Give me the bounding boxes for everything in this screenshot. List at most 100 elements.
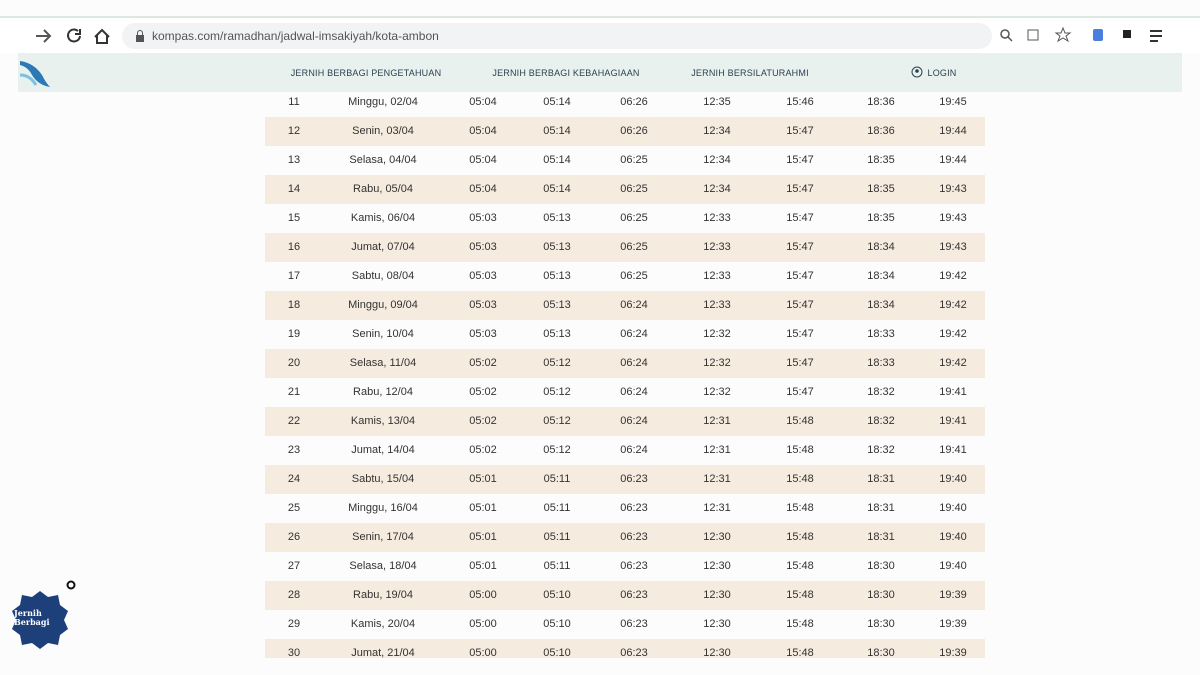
ashar: 15:47: [786, 328, 814, 340]
toolbar-icons[interactable]: [995, 18, 1195, 54]
terbit: 06:25: [620, 270, 648, 282]
dzuhur: 12:30: [703, 647, 731, 658]
table-row: 30 Jumat, 21/04 05:00 05:10 06:23 12:30 15:48 1…: [265, 639, 985, 658]
imsak: 05:03: [469, 270, 497, 282]
day-number: 20: [287, 357, 301, 369]
ashar: 15:47: [786, 154, 814, 166]
subuh: 05:11: [543, 473, 571, 485]
date: Selasa, 18/04: [349, 560, 417, 572]
maghrib: 18:31: [867, 473, 895, 485]
date: Minggu, 02/04: [348, 96, 418, 108]
imsak: 05:04: [469, 125, 497, 137]
maghrib: 18:34: [867, 299, 895, 311]
terbit: 06:26: [620, 125, 648, 137]
imsak: 05:03: [469, 299, 497, 311]
date: Sabtu, 15/04: [351, 473, 415, 485]
subuh: 05:12: [543, 415, 571, 427]
ashar: 15:46: [786, 96, 814, 108]
site-logo[interactable]: [18, 53, 52, 92]
terbit: 06:25: [620, 154, 648, 166]
dzuhur: 12:31: [703, 415, 731, 427]
date: Jumat, 14/04: [351, 444, 415, 456]
imsak: 05:04: [469, 154, 497, 166]
badge[interactable]: [10, 585, 72, 653]
day-number: 14: [287, 183, 301, 195]
maghrib: 18:36: [867, 125, 895, 137]
maghrib: 18:34: [867, 270, 895, 282]
table-row: 26 Senin, 17/04 05:01 05:11 06:23 12:30 15:48 1…: [265, 523, 985, 552]
isya: 19:39: [939, 589, 967, 601]
subuh: 05:10: [543, 647, 571, 658]
close-badge[interactable]: [65, 579, 77, 591]
ashar: 15:47: [786, 241, 814, 253]
imsak: 05:01: [469, 531, 497, 543]
subuh: 05:11: [543, 560, 571, 572]
dzuhur: 12:31: [703, 473, 731, 485]
day-number: 29: [287, 618, 301, 630]
login-link[interactable]: LOGIN: [927, 68, 957, 78]
date: Minggu, 09/04: [348, 299, 418, 311]
subuh: 05:13: [543, 328, 571, 340]
dzuhur: 12:34: [703, 183, 731, 195]
badge-text: Jernih Berbagi: [14, 608, 50, 627]
maghrib: 18:33: [867, 357, 895, 369]
isya: 19:42: [939, 328, 967, 340]
isya: 19:40: [939, 560, 967, 572]
table-row: 15 Kamis, 06/04 05:03 05:13 06:25 12:33 15:47 1…: [265, 204, 985, 233]
address-bar[interactable]: kompas.com/ramadhan/jadwal-imsakiyah/kot…: [122, 23, 992, 49]
day-number: 15: [287, 212, 301, 224]
date: Senin, 10/04: [352, 328, 414, 340]
imsak: 05:04: [469, 96, 497, 108]
table-row: 12 Senin, 03/04 05:04 05:14 06:26 12:34 15:47 1…: [265, 117, 985, 146]
ashar: 15:47: [786, 125, 814, 137]
ashar: 15:47: [786, 183, 814, 195]
nav-item[interactable]: JERNIH BERSILATURAHMI: [691, 68, 809, 78]
day-number: 23: [287, 444, 301, 456]
subuh: 05:14: [543, 96, 571, 108]
isya: 19:42: [939, 270, 967, 282]
table-row: 22 Kamis, 13/04 05:02 05:12 06:24 12:31 15:48 1…: [265, 407, 985, 436]
imsak: 05:03: [469, 212, 497, 224]
dzuhur: 12:32: [703, 328, 731, 340]
table-row: 13 Selasa, 04/04 05:04 05:14 06:25 12:34 15:47…: [265, 146, 985, 175]
maghrib: 18:30: [867, 560, 895, 572]
maghrib: 18:31: [867, 531, 895, 543]
imsak: 05:03: [469, 328, 497, 340]
maghrib: 18:30: [867, 647, 895, 658]
maghrib: 18:35: [867, 154, 895, 166]
imsak: 05:01: [469, 473, 497, 485]
dzuhur: 12:35: [703, 96, 731, 108]
table-row: 18 Minggu, 09/04 05:03 05:13 06:24 12:33 15:47…: [265, 291, 985, 320]
day-number: 30: [287, 647, 301, 658]
table-row: 19 Senin, 10/04 05:03 05:13 06:24 12:32 15:47 1…: [265, 320, 985, 349]
day-number: 16: [287, 241, 301, 253]
imsak: 05:00: [469, 589, 497, 601]
table-row: 23 Jumat, 14/04 05:02 05:12 06:24 12:31 15:48 1…: [265, 436, 985, 465]
terbit: 06:24: [620, 357, 648, 369]
day-number: 24: [287, 473, 301, 485]
subuh: 05:11: [543, 531, 571, 543]
maghrib: 18:36: [867, 96, 895, 108]
imsak: 05:04: [469, 183, 497, 195]
isya: 19:40: [939, 473, 967, 485]
imsak: 05:00: [469, 618, 497, 630]
day-number: 28: [287, 589, 301, 601]
day-number: 12: [287, 125, 301, 137]
imsak: 05:02: [469, 415, 497, 427]
nav-buttons[interactable]: [0, 18, 120, 54]
dzuhur: 12:31: [703, 502, 731, 514]
imsak: 05:02: [469, 357, 497, 369]
isya: 19:39: [939, 647, 967, 658]
imsak: 05:03: [469, 241, 497, 253]
terbit: 06:25: [620, 241, 648, 253]
nav-item[interactable]: JERNIH BERBAGI KEBAHAGIAAN: [492, 68, 640, 78]
date: Jumat, 07/04: [351, 241, 415, 253]
subuh: 05:13: [543, 270, 571, 282]
isya: 19:44: [939, 154, 967, 166]
table-row: 11 Minggu, 02/04 05:04 05:14 06:26 12:35 15:46…: [265, 88, 985, 117]
nav-item[interactable]: JERNIH BERBAGI PENGETAHUAN: [290, 68, 442, 78]
date: Jumat, 21/04: [351, 647, 415, 658]
table-row: 27 Selasa, 18/04 05:01 05:11 06:23 12:30 15:48…: [265, 552, 985, 581]
subuh: 05:11: [543, 502, 571, 514]
dzuhur: 12:30: [703, 618, 731, 630]
